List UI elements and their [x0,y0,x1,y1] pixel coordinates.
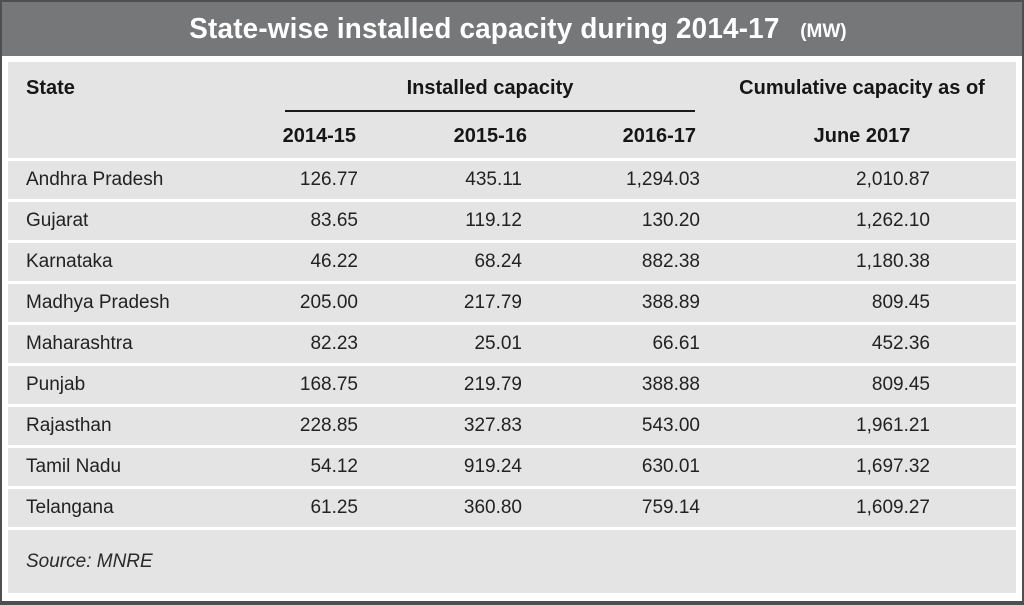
state-cell: Tamil Nadu [26,456,122,477]
cumulative-value-cell: 2,010.87 [856,169,930,190]
column-header-2015-16: 2015-16 [453,124,527,147]
value-2015-16-cell: 919.24 [463,456,522,477]
source-note: Source: MNRE [8,527,1016,593]
state-cell: Telangana [26,497,114,518]
state-cell: Rajasthan [26,415,112,436]
cumulative-value-cell: 809.45 [871,292,930,313]
value-2015-16-cell: 119.12 [465,210,522,231]
value-2016-17-cell: 388.89 [641,292,700,313]
table-row: Rajasthan 228.85 327.83 543.00 1,961.21 [8,404,1016,445]
page-title: State-wise installed capacity during 201… [189,12,780,45]
table-header-row-2: 2014-15 2015-16 2016-17 June 2017 [8,114,1016,158]
value-2016-17-cell: 543.00 [641,415,700,436]
value-2016-17-cell: 882.38 [641,251,700,272]
value-2015-16-cell: 219.79 [463,374,522,395]
value-2016-17-cell: 130.20 [641,210,700,231]
table-panel: State Installed capacity Cumulative capa… [8,62,1016,593]
table-row: Punjab 168.75 219.79 388.88 809.45 [8,363,1016,404]
table-row: Tamil Nadu 54.12 919.24 630.01 1,697.32 [8,445,1016,486]
cumulative-value-cell: 1,180.38 [856,251,930,272]
state-cell: Madhya Pradesh [26,292,170,313]
cumulative-value-cell: 809.45 [871,374,930,395]
value-2016-17-cell: 66.61 [652,333,700,354]
value-2014-15-cell: 228.85 [299,415,358,436]
group-header-label: Installed capacity [285,65,695,112]
value-2016-17-cell: 1,294.03 [626,169,700,190]
title-unit: (MW) [800,21,847,42]
value-2014-15-cell: 61.25 [310,497,358,518]
cumulative-value-cell: 452.36 [871,333,930,354]
value-2014-15-cell: 46.22 [310,251,358,272]
cumulative-value-cell: 1,609.27 [856,497,930,518]
value-2014-15-cell: 168.75 [299,374,358,395]
value-2016-17-cell: 630.01 [641,456,700,477]
value-2016-17-cell: 759.14 [641,497,700,518]
table-header-row-1: State Installed capacity Cumulative capa… [8,62,1016,114]
table-row: Maharashtra 82.23 25.01 66.61 452.36 [8,322,1016,363]
column-header-2016-17: 2016-17 [622,124,696,147]
value-2015-16-cell: 435.11 [465,169,522,190]
value-2015-16-cell: 360.80 [463,497,522,518]
table-row: Gujarat 83.65 119.12 130.20 1,262.10 [8,199,1016,240]
value-2014-15-cell: 82.23 [310,333,358,354]
state-cell: Punjab [26,374,86,395]
value-2014-15-cell: 126.77 [299,169,358,190]
value-2015-16-cell: 25.01 [474,333,522,354]
cumulative-value-cell: 1,961.21 [856,415,930,436]
table-row: Karnataka 46.22 68.24 882.38 1,180.38 [8,240,1016,281]
state-cell: Maharashtra [26,333,133,354]
value-2015-16-cell: 327.83 [463,415,522,436]
value-2014-15-cell: 54.12 [310,456,358,477]
cumulative-value-cell: 1,697.32 [856,456,930,477]
table-body: Andhra Pradesh 126.77 435.11 1,294.03 2,… [8,158,1016,527]
table-row: Madhya Pradesh 205.00 217.79 388.89 809.… [8,281,1016,322]
state-cell: Gujarat [26,210,89,231]
column-header-cumulative-line2: June 2017 [813,124,911,147]
cumulative-value-cell: 1,262.10 [856,210,930,231]
value-2016-17-cell: 388.88 [641,374,700,395]
state-cell: Karnataka [26,251,113,272]
value-2015-16-cell: 68.24 [474,251,522,272]
column-header-cumulative-line1: Cumulative capacity as of [739,76,985,99]
column-header-2014-15: 2014-15 [282,124,356,147]
value-2014-15-cell: 205.00 [299,292,358,313]
column-header-state: State [26,76,75,99]
table-row: Telangana 61.25 360.80 759.14 1,609.27 [8,486,1016,527]
column-group-installed-capacity: Installed capacity [258,62,708,114]
table-row: Andhra Pradesh 126.77 435.11 1,294.03 2,… [8,158,1016,199]
value-2015-16-cell: 217.79 [463,292,522,313]
state-cell: Andhra Pradesh [26,169,164,190]
value-2014-15-cell: 83.65 [310,210,358,231]
title-bar: State-wise installed capacity during 201… [2,2,1022,56]
